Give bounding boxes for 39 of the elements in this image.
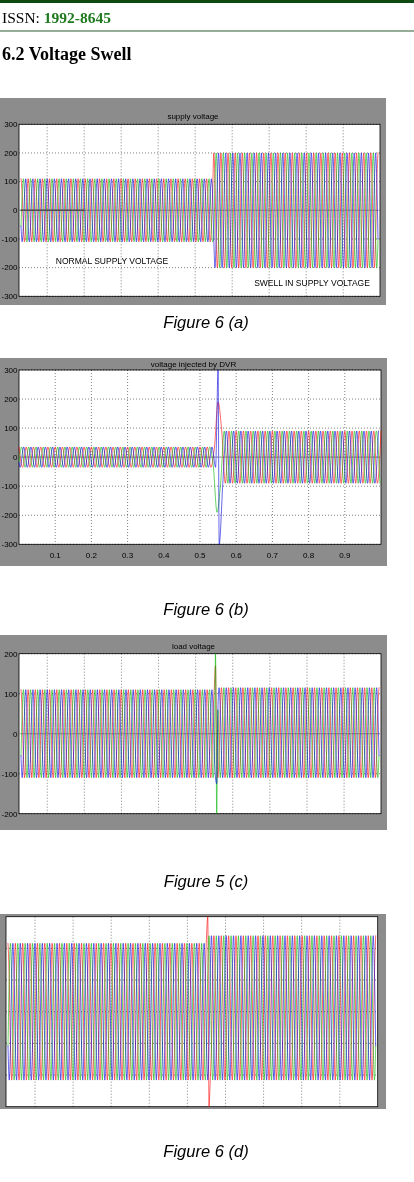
y-tick-label: -200 bbox=[1, 809, 19, 819]
y-tick-label: -300 bbox=[1, 540, 19, 550]
x-tick-label: 0.4 bbox=[158, 550, 170, 560]
y-tick-label: -200 bbox=[1, 263, 19, 273]
y-tick-label: 100 bbox=[4, 689, 19, 699]
annotation: NORMAL SUPPLY VOLTAGE bbox=[55, 256, 169, 266]
y-tick-label: 0 bbox=[13, 206, 19, 216]
caption: Figure 5 (c) bbox=[163, 872, 249, 890]
x-tick-label: 0.6 bbox=[230, 550, 243, 560]
text: ISSN: 1992-8645 bbox=[2, 8, 112, 26]
chart-title: supply voltage bbox=[167, 111, 220, 121]
x-tick-label: 0.1 bbox=[49, 550, 62, 560]
x-tick-label: 0.9 bbox=[339, 550, 351, 560]
caption: Figure 6 (b) bbox=[163, 600, 249, 618]
y-tick-label: -100 bbox=[1, 482, 19, 491]
y-tick-label: -200 bbox=[1, 511, 19, 521]
chart-title: load voltage bbox=[171, 641, 216, 651]
x-tick-label: 0.8 bbox=[303, 550, 315, 560]
x-tick-label: 0.5 bbox=[194, 550, 207, 560]
y-tick-label: 200 bbox=[4, 394, 19, 404]
y-tick-label: -300 bbox=[1, 292, 19, 302]
y-tick-label: 300 bbox=[4, 365, 19, 375]
y-tick-label: 0 bbox=[13, 729, 19, 739]
annotation: SWELL IN SUPPLY VOLTAGE bbox=[254, 278, 371, 288]
chart-title: voltage injected by DVR bbox=[150, 360, 237, 369]
y-tick-label: 200 bbox=[4, 148, 19, 158]
x-tick-label: 0.2 bbox=[85, 550, 98, 560]
caption: Figure 6 (d) bbox=[163, 1142, 249, 1160]
caption: Figure 6 (a) bbox=[163, 313, 249, 331]
y-tick-label: 300 bbox=[4, 120, 19, 130]
y-tick-label: 0 bbox=[13, 452, 19, 462]
x-tick-label: 0.3 bbox=[122, 550, 134, 560]
y-tick-label: 100 bbox=[4, 423, 19, 433]
y-tick-label: -100 bbox=[1, 769, 19, 779]
x-tick-label: 0.7 bbox=[266, 550, 279, 560]
y-tick-label: 200 bbox=[4, 649, 19, 659]
text: 6.2 Voltage Swell bbox=[2, 44, 132, 64]
y-tick-label: 100 bbox=[4, 177, 19, 187]
y-tick-label: -100 bbox=[1, 234, 19, 244]
